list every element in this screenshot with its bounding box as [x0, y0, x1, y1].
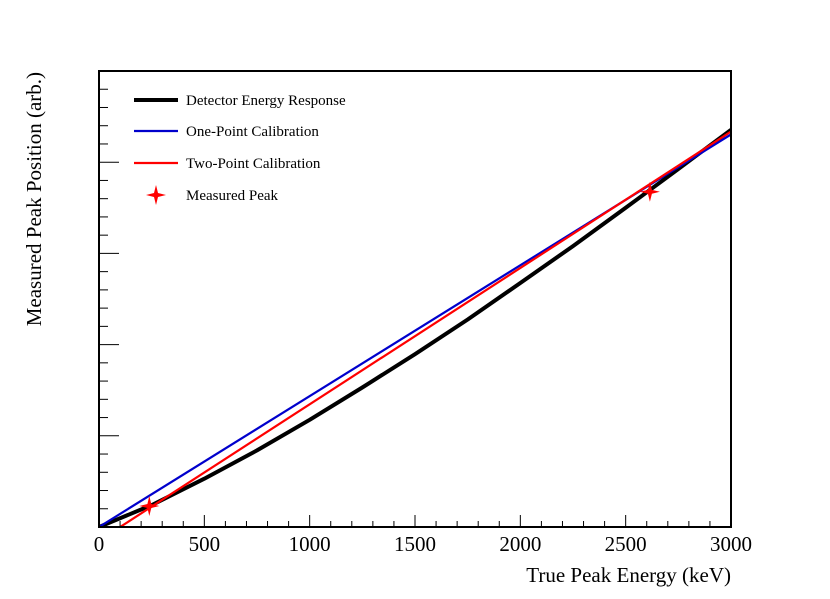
plot-area [99, 128, 731, 527]
x-tick-label: 3000 [710, 532, 752, 556]
legend-label: Two-Point Calibration [186, 156, 321, 172]
x-tick-label: 1000 [289, 532, 331, 556]
legend-label: Measured Peak [186, 188, 279, 204]
legend-swatch-star [146, 185, 166, 205]
x-axis-title: True Peak Energy (keV) [526, 563, 731, 587]
x-tick-label: 2000 [499, 532, 541, 556]
measured-peak-marker [139, 496, 160, 516]
measured-peak-marker [639, 181, 660, 202]
x-tick-label: 1500 [394, 532, 436, 556]
x-tick-label: 2500 [605, 532, 647, 556]
legend-label: Detector Energy Response [186, 93, 346, 109]
legend: Detector Energy Response One-Point Calibr… [134, 93, 346, 205]
legend-label: One-Point Calibration [186, 124, 319, 140]
y-axis-title: Measured Peak Position (arb.) [22, 72, 46, 326]
x-tick-label: 0 [94, 532, 105, 556]
axes: 0 500 1000 1500 2000 2500 3000 [94, 70, 752, 556]
x-tick-label: 500 [189, 532, 221, 556]
series-line-two-point-calibration [119, 130, 731, 527]
series-line-detector-energy-response [99, 128, 731, 527]
